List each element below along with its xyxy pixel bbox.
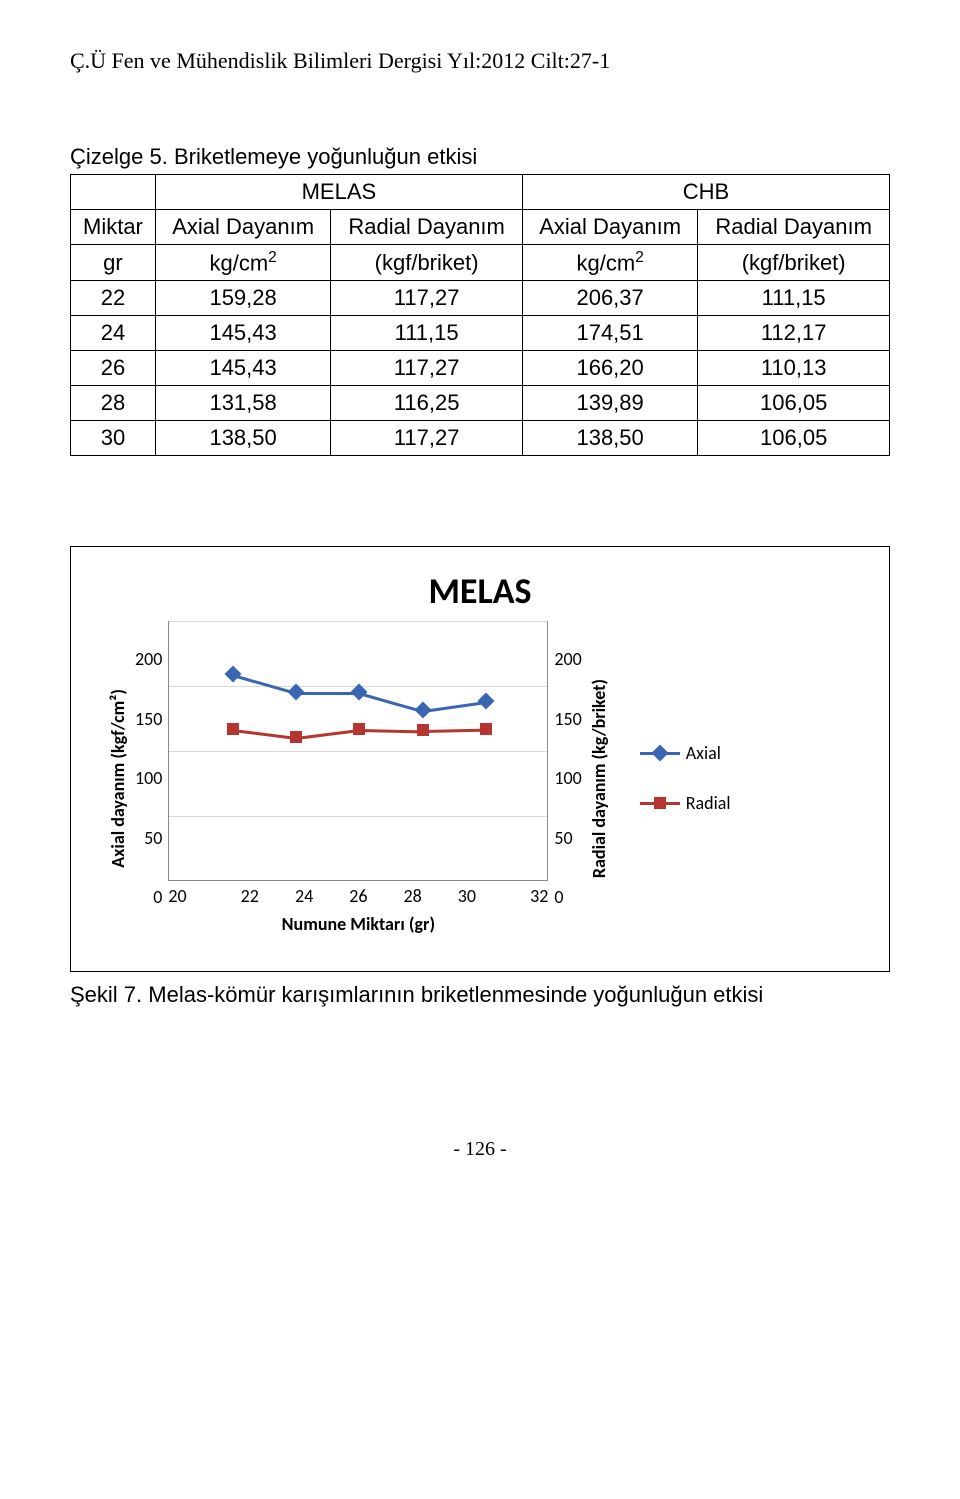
table-cell: 145,43: [155, 316, 330, 351]
table-cell: 117,27: [331, 421, 523, 456]
table-cell: 106,05: [698, 421, 890, 456]
table-cell: 206,37: [522, 281, 697, 316]
data-table: MELAS CHB Miktar Axial Dayanım Radial Da…: [70, 174, 890, 456]
legend-radial: Radial: [640, 792, 731, 814]
table-cell: 138,50: [155, 421, 330, 456]
legend-axial-label: Axial: [686, 742, 721, 764]
table-row-units: gr kg/cm2 (kgf/briket) kg/cm2 (kgf/brike…: [71, 245, 890, 281]
chart-container: MELAS Axial dayanım (kgf/cm²) 2001501005…: [70, 546, 890, 972]
table-row: 24145,43111,15174,51112,17: [71, 316, 890, 351]
chart-legend: Axial Radial: [616, 742, 731, 814]
table-row: 22159,28117,27206,37111,15: [71, 281, 890, 316]
table-row: 26145,43117,27166,20110,13: [71, 351, 890, 386]
table-cell: 28: [71, 386, 156, 421]
col-radial: Radial Dayanım: [331, 210, 523, 245]
table-cell: 174,51: [522, 316, 697, 351]
table-row-labels: Miktar Axial Dayanım Radial Dayanım Axia…: [71, 210, 890, 245]
table-row-top: MELAS CHB: [71, 175, 890, 210]
running-header: Ç.Ü Fen ve Mühendislik Bilimleri Dergisi…: [70, 48, 890, 74]
unit-kgfbr2: (kgf/briket): [698, 245, 890, 281]
table-cell: 116,25: [331, 386, 523, 421]
table-cell: 111,15: [698, 281, 890, 316]
table-cell: 139,89: [522, 386, 697, 421]
page-number: - 126 -: [70, 1138, 890, 1161]
table-cell: 145,43: [155, 351, 330, 386]
legend-radial-label: Radial: [686, 792, 731, 814]
legend-radial-swatch: [640, 802, 680, 805]
table-header-melas: MELAS: [155, 175, 522, 210]
table-row: 30138,50117,27138,50106,05: [71, 421, 890, 456]
table-header-chb: CHB: [522, 175, 889, 210]
x-axis-label: Numune Miktarı (gr): [168, 913, 548, 935]
table-cell: 106,05: [698, 386, 890, 421]
legend-axial-swatch: [640, 752, 680, 755]
plot-area: [168, 621, 548, 881]
y-axis-label: Axial dayanım (kgf/cm²): [101, 689, 135, 868]
y2-axis-label: Radial dayanım (kg/briket): [582, 679, 616, 878]
table-cell: 117,27: [331, 281, 523, 316]
table-cell: 22: [71, 281, 156, 316]
col-axial: Axial Dayanım: [155, 210, 330, 245]
table-cell: 117,27: [331, 351, 523, 386]
table-cell: 110,13: [698, 351, 890, 386]
unit-kgcm2: kg/cm2: [155, 245, 330, 281]
col-radial2: Radial Dayanım: [698, 210, 890, 245]
unit-kgcm2b: kg/cm2: [522, 245, 697, 281]
figure-caption: Şekil 7. Melas-kömür karışımlarının brik…: [70, 982, 890, 1008]
table-caption: Çizelge 5. Briketlemeye yoğunluğun etkis…: [70, 144, 890, 170]
y-axis-ticks: 200150100500: [135, 648, 168, 908]
x-axis-ticks: 20222426283032: [168, 885, 548, 907]
col-miktar: Miktar: [71, 210, 156, 245]
table-cell: 131,58: [155, 386, 330, 421]
table-cell: 26: [71, 351, 156, 386]
table-row: 28131,58116,25139,89106,05: [71, 386, 890, 421]
table-cell: 112,17: [698, 316, 890, 351]
unit-gr: gr: [71, 245, 156, 281]
table-cell: 138,50: [522, 421, 697, 456]
legend-axial: Axial: [640, 742, 731, 764]
col-axial2: Axial Dayanım: [522, 210, 697, 245]
table-cell: 159,28: [155, 281, 330, 316]
chart-title: MELAS: [101, 569, 859, 613]
table-cell: 30: [71, 421, 156, 456]
table-cell: 111,15: [331, 316, 523, 351]
table-cell: 166,20: [522, 351, 697, 386]
table-cell: 24: [71, 316, 156, 351]
y2-axis-ticks: 200150100500: [548, 648, 581, 908]
unit-kgfbr: (kgf/briket): [331, 245, 523, 281]
